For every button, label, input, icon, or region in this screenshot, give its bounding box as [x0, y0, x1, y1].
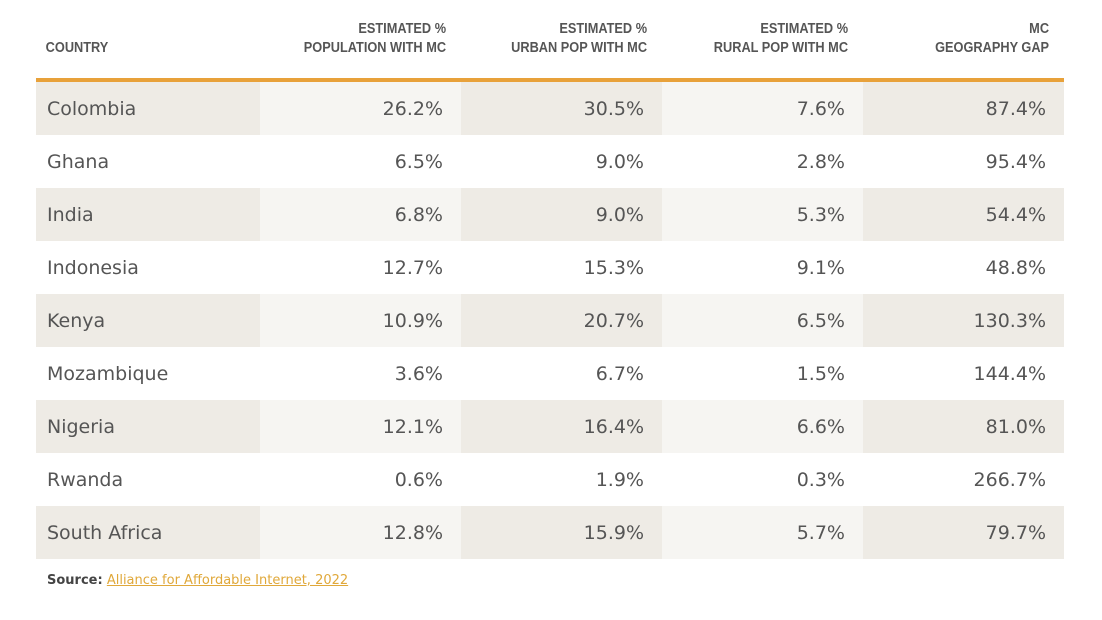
cell-urban: 9.0%	[461, 188, 662, 241]
cell-gap: 87.4%	[863, 80, 1064, 135]
cell-rural: 5.3%	[662, 188, 863, 241]
cell-rural: 1.5%	[796, 362, 845, 385]
cell-rural: 5.7%	[662, 506, 863, 559]
mc-geography-table: COUNTRY ESTIMATED % POPULATION WITH MC ES…	[36, 14, 1064, 559]
cell-population: 12.1%	[260, 400, 461, 453]
cell-country: South Africa	[36, 506, 260, 559]
cell-urban: 15.3%	[583, 256, 644, 279]
table-row: Kenya 10.9% 20.7% 6.5% 130.3%	[36, 294, 1064, 347]
cell-gap: 130.3%	[863, 294, 1064, 347]
cell-gap: 266.7%	[973, 468, 1046, 491]
cell-rural: 7.6%	[662, 80, 863, 135]
cell-country: Ghana	[47, 150, 110, 173]
cell-population: 6.8%	[260, 188, 461, 241]
header-rural: ESTIMATED % RURAL POP WITH MC	[686, 14, 863, 82]
cell-country: India	[36, 188, 260, 241]
header-gap: MC GEOGRAPHY GAP	[887, 14, 1064, 82]
cell-urban: 16.4%	[461, 400, 662, 453]
cell-gap: 95.4%	[985, 150, 1046, 173]
table-row: Rwanda 0.6% 1.9% 0.3% 266.7%	[36, 453, 1064, 506]
cell-population: 12.7%	[382, 256, 443, 279]
source-link[interactable]: Alliance for Affordable Internet, 2022	[106, 573, 349, 588]
header-country: COUNTRY	[36, 14, 234, 82]
cell-urban: 6.7%	[595, 362, 644, 385]
table-row: Indonesia 12.7% 15.3% 9.1% 48.8%	[36, 241, 1064, 294]
cell-country: Nigeria	[36, 400, 260, 453]
cell-country: Rwanda	[47, 468, 124, 491]
cell-population: 6.5%	[394, 150, 443, 173]
table-row: Mozambique 3.6% 6.7% 1.5% 144.4%	[36, 347, 1064, 400]
cell-urban: 1.9%	[595, 468, 644, 491]
cell-country: Colombia	[36, 80, 260, 135]
cell-gap: 79.7%	[863, 506, 1064, 559]
cell-rural: 0.3%	[796, 468, 845, 491]
cell-population: 26.2%	[260, 80, 461, 135]
cell-population: 3.6%	[394, 362, 443, 385]
cell-urban: 15.9%	[461, 506, 662, 559]
source-note: Source: Alliance for Affordable Internet…	[47, 573, 348, 588]
cell-gap: 81.0%	[863, 400, 1064, 453]
cell-gap: 144.4%	[973, 362, 1046, 385]
cell-urban: 20.7%	[461, 294, 662, 347]
header-row: COUNTRY ESTIMATED % POPULATION WITH MC ES…	[36, 14, 1064, 82]
table-row: India 6.8% 9.0% 5.3% 54.4%	[36, 188, 1064, 241]
cell-urban: 30.5%	[461, 80, 662, 135]
cell-country: Kenya	[36, 294, 260, 347]
table-row: Ghana 6.5% 9.0% 2.8% 95.4%	[36, 135, 1064, 188]
cell-population: 0.6%	[394, 468, 443, 491]
header-population: ESTIMATED % POPULATION WITH MC	[284, 14, 461, 82]
header-urban: ESTIMATED % URBAN POP WITH MC	[485, 14, 662, 82]
cell-rural: 2.8%	[796, 150, 845, 173]
cell-urban: 9.0%	[595, 150, 644, 173]
cell-country: Indonesia	[47, 256, 139, 279]
table-row: South Africa 12.8% 15.9% 5.7% 79.7%	[36, 506, 1064, 559]
cell-rural: 6.5%	[662, 294, 863, 347]
cell-population: 10.9%	[260, 294, 461, 347]
cell-rural: 6.6%	[662, 400, 863, 453]
cell-gap: 48.8%	[985, 256, 1046, 279]
table-row: Nigeria 12.1% 16.4% 6.6% 81.0%	[36, 400, 1064, 453]
cell-country: Mozambique	[47, 362, 169, 385]
cell-population: 12.8%	[260, 506, 461, 559]
table-row: Colombia 26.2% 30.5% 7.6% 87.4%	[36, 80, 1064, 135]
cell-rural: 9.1%	[796, 256, 845, 279]
source-label: Source:	[47, 573, 103, 588]
cell-gap: 54.4%	[863, 188, 1064, 241]
